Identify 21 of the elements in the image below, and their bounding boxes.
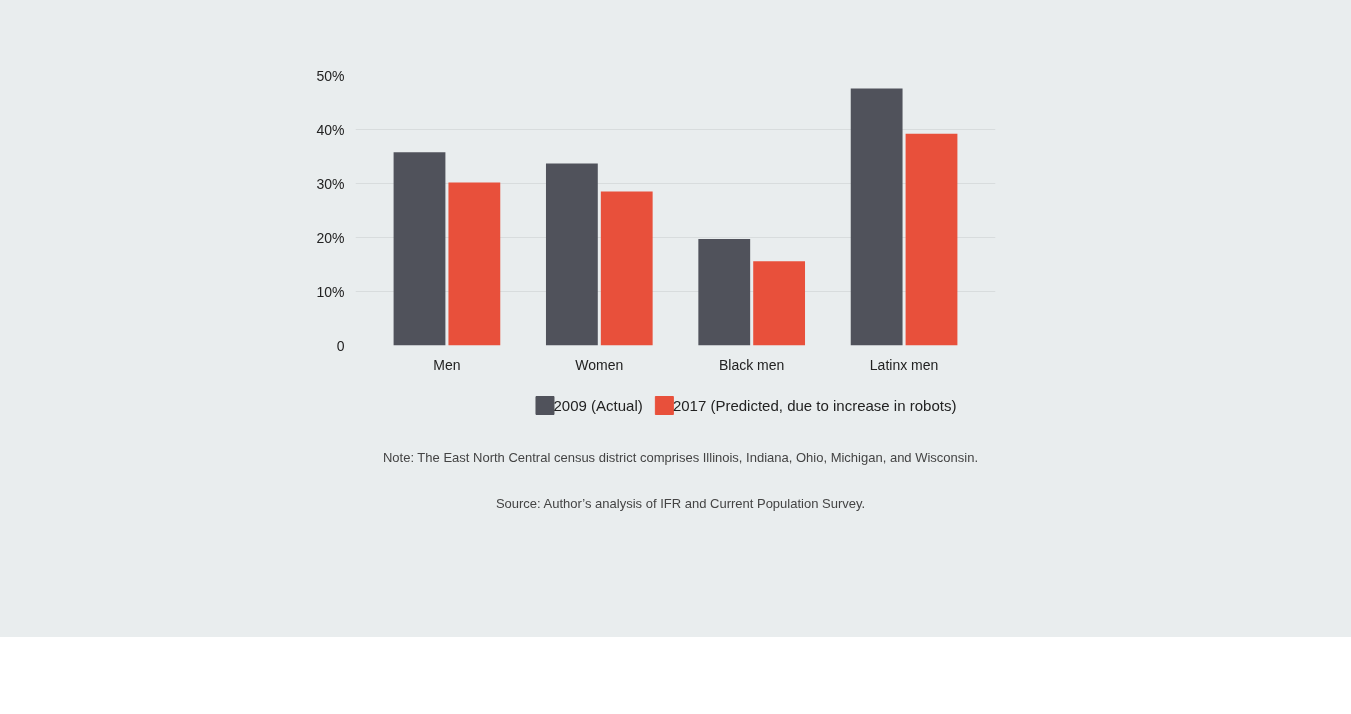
bar <box>698 239 751 346</box>
x-tick-label: Latinx men <box>869 356 939 373</box>
x-tick-label: Black men <box>719 356 785 373</box>
bar <box>448 182 501 346</box>
bar <box>850 88 903 346</box>
y-tick-label: 0 <box>336 337 345 354</box>
bar <box>600 191 653 346</box>
y-tick-label: 20% <box>316 229 345 246</box>
bar <box>753 261 806 346</box>
y-tick-label: 40% <box>316 121 345 138</box>
y-tick-label: 50% <box>316 67 345 84</box>
bar <box>393 152 446 346</box>
y-tick-label: 10% <box>316 283 345 300</box>
x-tick-label: Women <box>575 356 624 373</box>
source-note: Source: Author’s analysis of IFR and Current Population Survey. <box>495 495 866 513</box>
x-tick-label: Men <box>433 356 461 373</box>
bar <box>905 133 958 346</box>
legend-label: 2009 (Actual) <box>553 397 643 414</box>
bar <box>545 163 598 346</box>
y-tick-label: 30% <box>316 175 345 192</box>
text: Note: The East North Central census district comprises Illinois, Indiana, Ohio, Michigan, and Wisconsin. <box>382 449 979 467</box>
